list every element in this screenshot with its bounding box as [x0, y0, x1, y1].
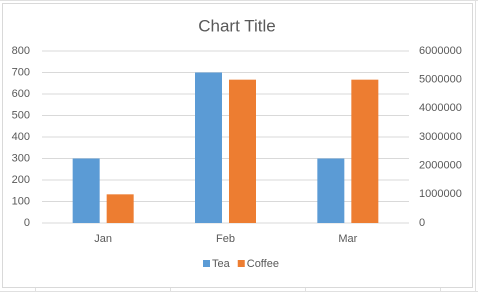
legend-swatch [237, 260, 245, 267]
y2-tick-label: 1000000 [419, 188, 462, 200]
y-tick-label: 800 [12, 45, 30, 57]
chart-title: Chart Title [198, 16, 275, 35]
bar [229, 79, 256, 224]
x-tick-label: Jan [94, 233, 112, 245]
bar [317, 158, 345, 223]
y2-tick-label: 2000000 [419, 160, 462, 172]
bar [195, 72, 222, 223]
y-tick-label: 700 [12, 66, 30, 78]
y2-tick-label: 0 [419, 217, 425, 229]
y-tick-label: 200 [12, 174, 30, 186]
y2-tick-label: 6000000 [419, 45, 462, 57]
x-tick-label: Feb [216, 233, 235, 245]
y-tick-label: 400 [12, 131, 30, 143]
bar [106, 194, 134, 223]
y-tick-label: 100 [12, 195, 30, 207]
bar [351, 79, 379, 224]
bar [72, 158, 100, 223]
y2-tick-label: 4000000 [419, 102, 462, 114]
legend-label: Tea [212, 258, 231, 270]
y2-tick-label: 3000000 [419, 131, 462, 143]
y-tick-label: 500 [12, 109, 30, 121]
x-tick-label: Mar [338, 233, 357, 245]
y-tick-label: 600 [12, 88, 30, 100]
y2-tick-label: 5000000 [419, 74, 462, 86]
legend-swatch [203, 260, 210, 267]
y-tick-label: 300 [12, 152, 30, 164]
legend-label: Coffee [247, 258, 279, 270]
y-tick-label: 0 [24, 217, 30, 229]
